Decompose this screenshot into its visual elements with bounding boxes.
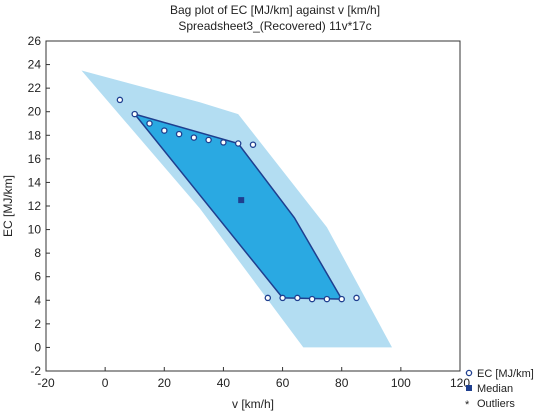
y-tick-label: 12 bbox=[28, 199, 42, 213]
legend-marker-square bbox=[466, 385, 472, 391]
y-tick-label: 0 bbox=[34, 340, 41, 354]
y-tick-label: 18 bbox=[28, 128, 42, 142]
x-tick-label: 120 bbox=[450, 376, 470, 390]
plot-area: -20 0 20 40 60 80 100 120 -20246810121416182022… bbox=[28, 34, 471, 390]
data-points bbox=[116, 96, 360, 303]
data-point bbox=[294, 294, 301, 302]
data-point bbox=[249, 141, 257, 148]
x-tick-label: -20 bbox=[37, 376, 55, 390]
y-tick-label: 26 bbox=[28, 34, 42, 48]
data-point bbox=[279, 294, 286, 302]
data-point bbox=[146, 120, 153, 127]
legend-item-median: Median bbox=[466, 383, 513, 395]
chart-title: Bag plot of EC [MJ/km] against v [km/h] bbox=[170, 3, 380, 17]
y-tick-label: -2 bbox=[30, 364, 41, 378]
y-tick-label: 4 bbox=[34, 293, 41, 307]
legend-marker-star: * bbox=[465, 399, 470, 411]
data-point bbox=[353, 294, 360, 302]
x-axis-ticks: -20 0 20 40 60 80 100 120 bbox=[37, 367, 470, 390]
legend-item-outliers: * Outliers bbox=[465, 398, 515, 411]
y-tick-label: 20 bbox=[28, 105, 42, 119]
data-point bbox=[234, 140, 242, 147]
data-point bbox=[190, 134, 198, 141]
y-tick-label: 16 bbox=[28, 152, 42, 166]
x-tick-label: 40 bbox=[217, 376, 231, 390]
data-point bbox=[338, 295, 345, 303]
y-tick-label: 10 bbox=[28, 223, 42, 237]
data-point bbox=[323, 295, 331, 303]
data-point bbox=[205, 136, 212, 144]
legend-marker-open-circle bbox=[465, 369, 473, 377]
data-point bbox=[220, 139, 227, 146]
legend-item-ec: EC [MJ/km] bbox=[465, 368, 534, 380]
legend-label-median: Median bbox=[477, 383, 513, 395]
y-tick-label: 22 bbox=[28, 81, 42, 95]
bag-region bbox=[132, 112, 344, 300]
data-point bbox=[131, 110, 138, 118]
data-point bbox=[264, 294, 272, 302]
y-tick-label: 2 bbox=[34, 317, 41, 331]
y-tick-label: 14 bbox=[28, 175, 42, 189]
data-point bbox=[175, 130, 183, 138]
data-point bbox=[116, 96, 124, 104]
y-axis-title: EC [MJ/km] bbox=[1, 175, 15, 237]
x-tick-label: 20 bbox=[158, 376, 172, 390]
legend-label-ec: EC [MJ/km] bbox=[477, 368, 534, 380]
y-tick-label: 8 bbox=[34, 246, 41, 260]
y-tick-label: 6 bbox=[34, 270, 41, 284]
x-tick-label: 80 bbox=[335, 376, 349, 390]
y-tick-label: 24 bbox=[28, 58, 42, 72]
x-tick-label: 100 bbox=[391, 376, 411, 390]
chart-subtitle: Spreadsheet3_(Recovered) 11v*17c bbox=[178, 19, 371, 33]
legend-label-outliers: Outliers bbox=[477, 398, 515, 410]
data-point bbox=[308, 295, 316, 303]
x-tick-label: 60 bbox=[276, 376, 290, 390]
median-marker bbox=[238, 197, 245, 204]
data-point bbox=[161, 127, 168, 134]
x-axis-title: v [km/h] bbox=[232, 397, 274, 411]
x-tick-label: 0 bbox=[102, 376, 109, 390]
legend: EC [MJ/km] Median * Outliers bbox=[465, 368, 534, 411]
